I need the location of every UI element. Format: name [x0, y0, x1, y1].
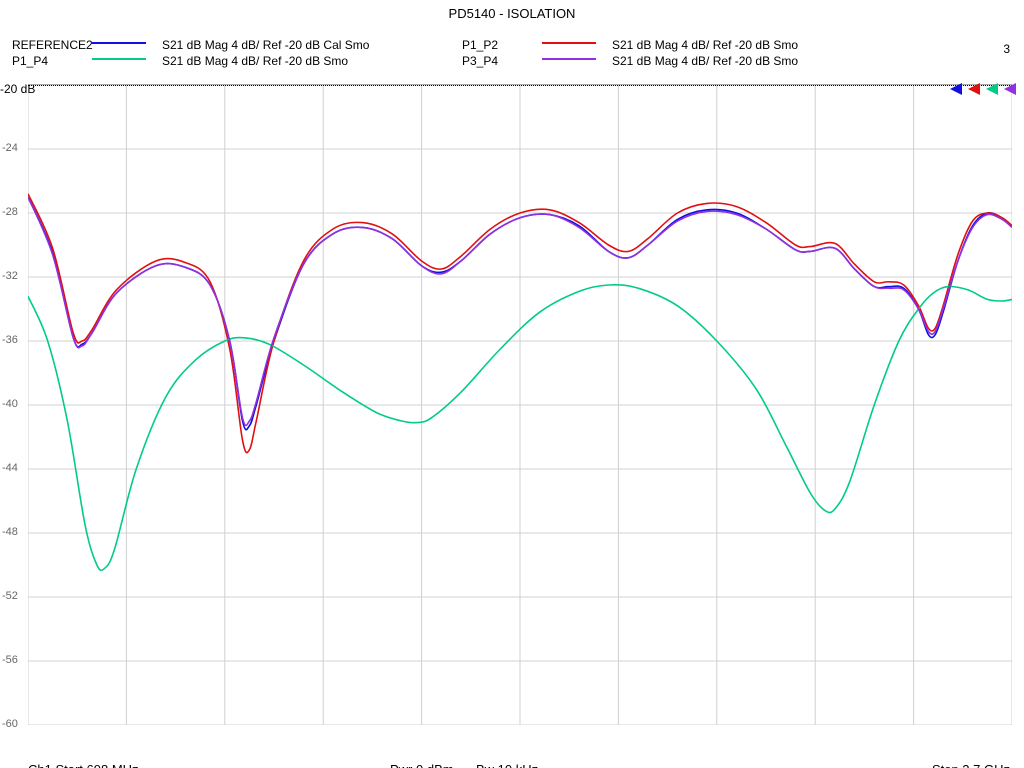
footer-power: Pwr 0 dBm	[390, 762, 454, 768]
y-tick-label: -24	[2, 142, 18, 154]
legend-swatch-p1p2	[542, 42, 596, 44]
y-tick-label: -36	[2, 334, 18, 346]
marker-number: 3	[1003, 42, 1010, 56]
chart-plot-area	[28, 84, 1012, 725]
legend-row-2: P1_P4 S21 dB Mag 4 dB/ Ref -20 dB Smo P3…	[12, 54, 1012, 68]
legend-name-reference2: REFERENCE2	[12, 38, 92, 52]
y-tick-label: -56	[2, 654, 18, 666]
footer-stop: Stop 2.7 GHz	[932, 762, 1010, 768]
chart-title: PD5140 - ISOLATION	[0, 6, 1024, 21]
legend-desc-p3p4: S21 dB Mag 4 dB/ Ref -20 dB Smo	[612, 54, 872, 68]
reference-line	[28, 85, 1012, 86]
legend-swatch-reference2	[92, 42, 146, 44]
y-tick-label: -48	[2, 526, 18, 538]
legend-desc-p1p2: S21 dB Mag 4 dB/ Ref -20 dB Smo	[612, 38, 872, 52]
legend-name-p1p2: P1_P2	[462, 38, 542, 52]
legend-row-1: REFERENCE2 S21 dB Mag 4 dB/ Ref -20 dB C…	[12, 38, 1012, 52]
trace-marker-triangles	[940, 80, 1020, 98]
y-tick-label: -52	[2, 590, 18, 602]
y-tick-label: -40	[2, 398, 18, 410]
y-tick-label: -60	[2, 718, 18, 730]
y-tick-label: -32	[2, 270, 18, 282]
y-tick-label: -28	[2, 206, 18, 218]
legend: REFERENCE2 S21 dB Mag 4 dB/ Ref -20 dB C…	[12, 38, 1012, 70]
footer-start: Ch1 Start 698 MHz	[28, 762, 139, 768]
y-axis-ticks: -24-28-32-36-40-44-48-52-56-60	[0, 84, 28, 724]
legend-desc-p1p4: S21 dB Mag 4 dB/ Ref -20 dB Smo	[162, 54, 422, 68]
legend-desc-reference2: S21 dB Mag 4 dB/ Ref -20 dB Cal Smo	[162, 38, 422, 52]
footer-bandwidth: Bw 10 kHz	[476, 762, 538, 768]
y-tick-label: -44	[2, 462, 18, 474]
legend-name-p3p4: P3_P4	[462, 54, 542, 68]
legend-swatch-p1p4	[92, 58, 146, 60]
legend-name-p1p4: P1_P4	[12, 54, 92, 68]
chart-svg	[28, 85, 1012, 725]
legend-swatch-p3p4	[542, 58, 596, 60]
